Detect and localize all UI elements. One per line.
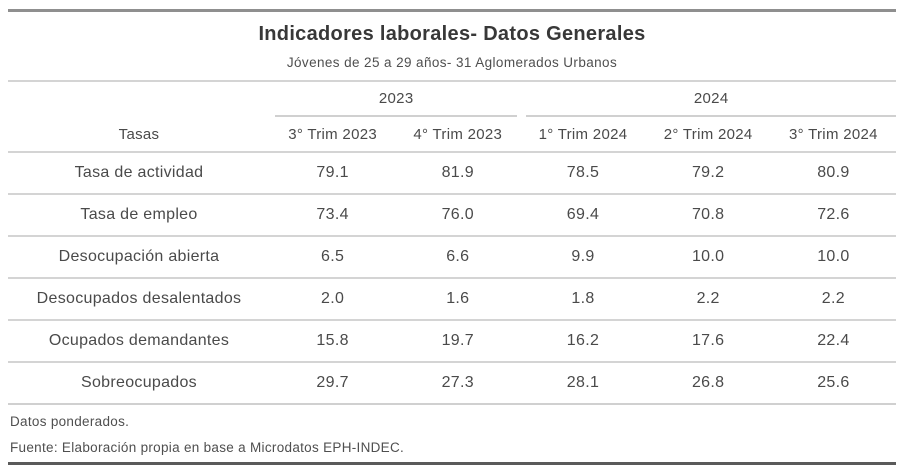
page-subtitle: Jóvenes de 25 a 29 años- 31 Aglomerados … [286,55,618,70]
cell-value: 10.0 [691,248,725,265]
cell-value: 6.5 [321,248,345,265]
row-label: Sobreocupados [81,374,197,391]
table-row-desocupacion-abierta: Desocupación abierta 6.5 6.6 9.9 10.0 10… [8,236,896,278]
table-row-tasa-de-actividad: Tasa de actividad 79.1 81.9 78.5 79.2 80… [8,152,896,194]
table-row-sobreocupados: Sobreocupados 29.7 27.3 28.1 26.8 25.6 [8,362,896,404]
row-label: Desocupados desalentados [36,290,242,307]
column-header-1trim2024: 1° Trim 2024 [520,117,646,153]
cell-value: 9.9 [571,248,595,265]
cell-value: 78.5 [566,164,600,181]
cell-value: 10.0 [817,248,850,265]
table-figure: Indicadores laborales- Datos Generales J… [8,9,896,465]
table-row-desocupados-desalentados: Desocupados desalentados 2.0 1.6 1.8 2.2… [8,278,896,320]
indicators-table: 2023 2024 Tasas 3° Trim 2023 4° Trim 202… [8,80,896,405]
column-group-2024: 2024 [520,81,896,117]
row-label: Tasa de actividad [74,164,204,181]
cell-value: 72.6 [817,206,850,223]
cell-value: 17.6 [691,332,725,349]
cell-value: 69.4 [566,206,600,223]
cell-value: 22.4 [817,332,850,349]
table-footer: Datos ponderados. Fuente: Elaboración pr… [8,405,896,461]
cell-value: 19.7 [441,332,474,349]
row-label: Ocupados demandantes [48,332,230,349]
cell-value: 26.8 [691,374,725,391]
footnote-datos-ponderados: Datos ponderados. [10,414,130,429]
cell-value: 27.3 [441,374,474,391]
cell-value: 2.2 [821,290,845,307]
column-group-2024-label: 2024 [526,82,896,117]
column-header-4trim2023: 4° Trim 2023 [395,117,521,153]
table-row-tasa-de-empleo: Tasa de empleo 73.4 76.0 69.4 70.8 72.6 [8,194,896,236]
row-header-title: Tasas [8,117,270,153]
cell-value: 1.8 [571,290,595,307]
column-group-2023: 2023 [270,81,520,117]
page-title: Indicadores laborales- Datos Generales [258,23,646,45]
cell-value: 25.6 [817,374,850,391]
column-header-row: Tasas 3° Trim 2023 4° Trim 2023 1° Trim … [8,117,896,153]
cell-value: 80.9 [817,164,850,181]
cell-value: 15.8 [316,332,349,349]
column-group-2023-label: 2023 [275,82,518,117]
column-header-3trim2024: 3° Trim 2024 [770,117,896,153]
cell-value: 76.0 [441,206,474,223]
column-header-2trim2024: 2° Trim 2024 [645,117,771,153]
cell-value: 29.7 [316,374,349,391]
row-label: Desocupación abierta [58,248,220,265]
cell-value: 28.1 [566,374,600,391]
cell-value: 2.0 [321,290,345,307]
table-row-ocupados-demandantes: Ocupados demandantes 15.8 19.7 16.2 17.6… [8,320,896,362]
footnote-source: Fuente: Elaboración propia en base a Mic… [10,440,405,455]
column-group-row: 2023 2024 [8,81,896,117]
cell-value: 81.9 [441,164,474,181]
cell-value: 70.8 [691,206,725,223]
cell-value: 73.4 [316,206,349,223]
row-label: Tasa de empleo [80,206,198,223]
cell-value: 2.2 [696,290,720,307]
cell-value: 79.1 [316,164,349,181]
cell-value: 79.2 [691,164,725,181]
column-group-spacer [8,81,270,117]
bottom-rule [8,462,896,465]
cell-value: 1.6 [446,290,470,307]
column-header-3trim2023: 3° Trim 2023 [270,117,396,153]
cell-value: 6.6 [446,248,470,265]
cell-value: 16.2 [566,332,600,349]
